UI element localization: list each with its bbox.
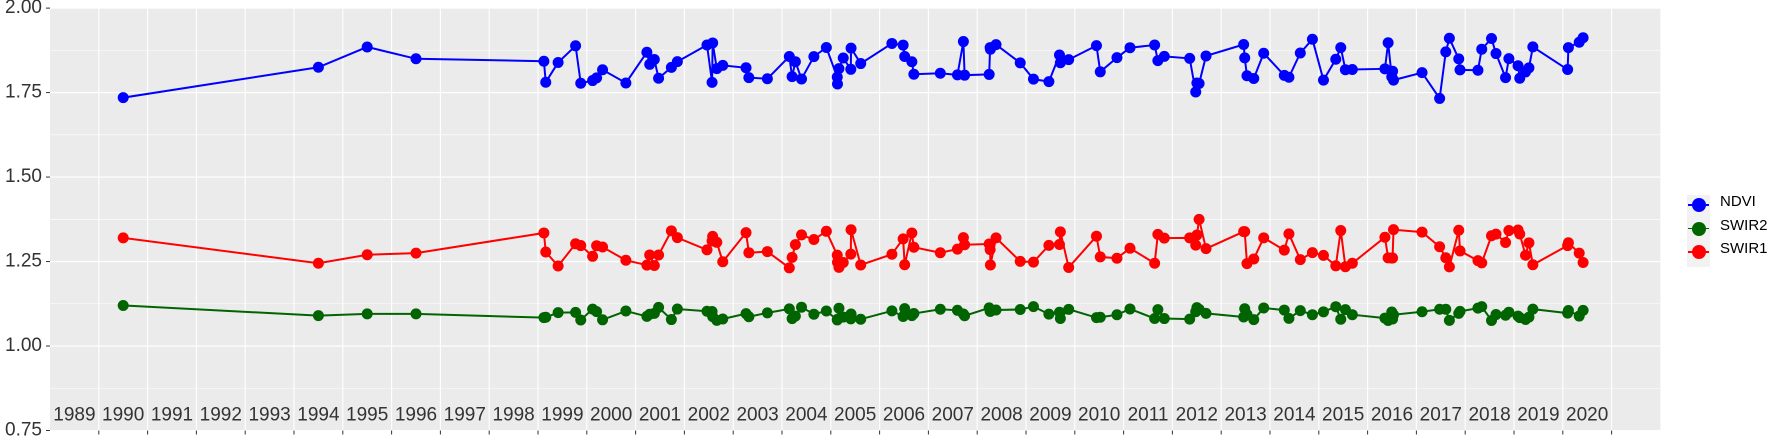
svg-text:1991: 1991 xyxy=(151,405,193,426)
svg-text:2015: 2015 xyxy=(1322,405,1364,426)
svg-text:2.00: 2.00 xyxy=(5,0,42,18)
svg-text:2004: 2004 xyxy=(785,405,828,426)
svg-text:2001: 2001 xyxy=(639,405,681,426)
svg-text:2012: 2012 xyxy=(1176,405,1218,426)
svg-text:2017: 2017 xyxy=(1420,405,1462,426)
svg-text:1998: 1998 xyxy=(492,405,534,426)
svg-text:1990: 1990 xyxy=(102,405,144,426)
svg-text:1.50: 1.50 xyxy=(5,166,42,187)
svg-text:1999: 1999 xyxy=(541,405,583,426)
svg-text:2014: 2014 xyxy=(1273,405,1316,426)
svg-text:1.25: 1.25 xyxy=(5,251,42,272)
svg-text:0.75: 0.75 xyxy=(5,420,42,441)
svg-text:2010: 2010 xyxy=(1078,405,1120,426)
svg-text:2020: 2020 xyxy=(1566,405,1608,426)
svg-text:2009: 2009 xyxy=(1029,405,1071,426)
svg-text:2011: 2011 xyxy=(1128,405,1169,426)
svg-text:1992: 1992 xyxy=(200,405,242,426)
svg-text:1995: 1995 xyxy=(346,405,388,426)
svg-text:2002: 2002 xyxy=(688,405,730,426)
svg-text:1996: 1996 xyxy=(395,405,437,426)
svg-text:2000: 2000 xyxy=(590,405,632,426)
svg-text:1997: 1997 xyxy=(444,405,486,426)
svg-text:2003: 2003 xyxy=(736,405,778,426)
svg-text:2008: 2008 xyxy=(980,405,1022,426)
svg-text:1994: 1994 xyxy=(297,405,340,426)
svg-text:2005: 2005 xyxy=(834,405,876,426)
svg-text:2016: 2016 xyxy=(1371,405,1413,426)
svg-text:2019: 2019 xyxy=(1517,405,1559,426)
svg-text:1.00: 1.00 xyxy=(5,335,42,356)
svg-text:1989: 1989 xyxy=(53,405,95,426)
svg-text:1.75: 1.75 xyxy=(5,82,42,103)
svg-text:1993: 1993 xyxy=(248,405,290,426)
svg-text:2007: 2007 xyxy=(932,405,974,426)
svg-text:2013: 2013 xyxy=(1224,405,1266,426)
svg-text:2018: 2018 xyxy=(1468,405,1510,426)
svg-text:2006: 2006 xyxy=(883,405,925,426)
